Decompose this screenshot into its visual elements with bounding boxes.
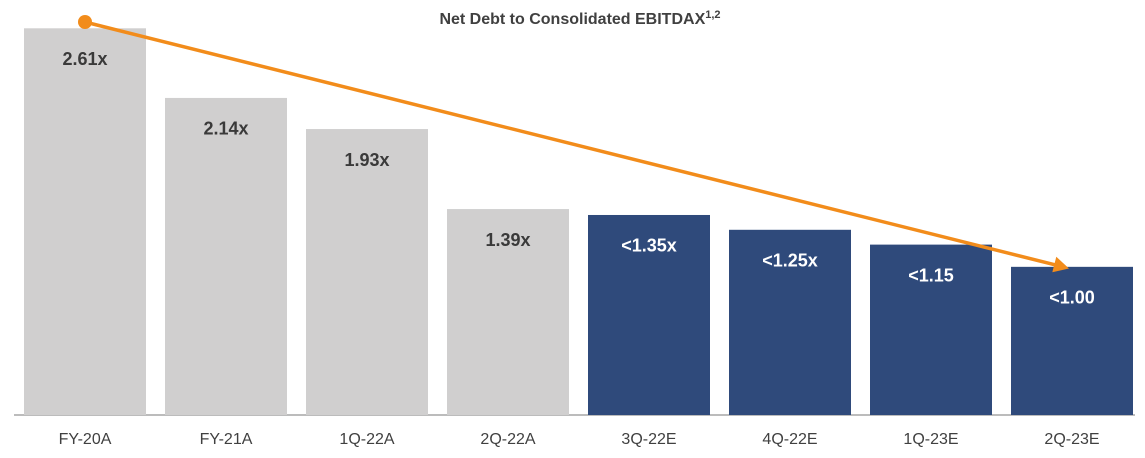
x-tick-label: 1Q-22A <box>339 431 394 448</box>
value-label: <1.00 <box>1049 288 1095 308</box>
value-label: <1.25x <box>762 251 818 271</box>
value-label: 1.93x <box>344 150 389 170</box>
bar <box>588 214 710 415</box>
x-tick-label: 2Q-23E <box>1044 431 1099 448</box>
value-label: 2.14x <box>203 119 248 139</box>
value-label: <1.15 <box>908 265 954 285</box>
x-tick-label: FY-20A <box>59 431 112 448</box>
bar <box>1011 266 1133 415</box>
x-tick-label: 2Q-22A <box>480 431 535 448</box>
trend-arrow <box>78 15 1069 273</box>
x-tick-label: 4Q-22E <box>762 431 817 448</box>
bar <box>870 244 992 415</box>
bar <box>729 229 851 415</box>
arrow-start <box>78 15 92 29</box>
x-tick-label: 1Q-23E <box>903 431 958 448</box>
value-label: <1.35x <box>621 236 677 256</box>
arrow-line <box>84 20 1056 267</box>
bar <box>165 97 287 415</box>
bar <box>447 209 569 415</box>
x-tick-label: FY-21A <box>200 431 253 448</box>
title-text: Net Debt to Consolidated EBITDAX <box>439 11 705 28</box>
bar <box>24 28 146 416</box>
x-tick-label: 3Q-22E <box>621 431 676 448</box>
title-superscript: 1,2 <box>705 9 720 21</box>
arrow-head <box>1052 256 1069 273</box>
value-label: 2.61x <box>62 49 107 69</box>
value-label: 1.39x <box>485 230 530 250</box>
chart-title: Net Debt to Consolidated EBITDAX1,2 <box>439 9 720 28</box>
bar <box>306 129 428 415</box>
